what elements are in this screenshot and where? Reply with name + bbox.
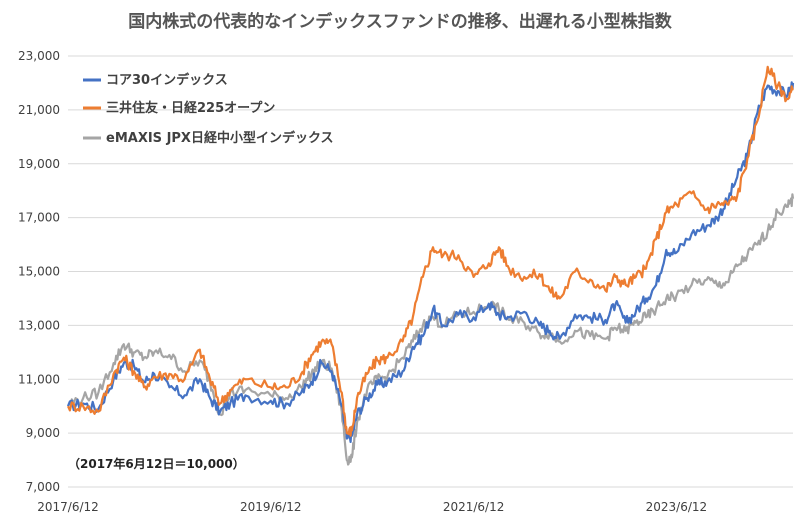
x-tick-label: 2021/6/12: [443, 500, 505, 514]
y-tick-label: 19,000: [18, 157, 60, 171]
base-date-note: （2017年6月12日＝10,000）: [68, 456, 245, 471]
chart-title: 国内株式の代表的なインデックスファンドの推移、出遅れる小型株指数: [128, 11, 672, 32]
y-tick-label: 15,000: [18, 265, 60, 279]
legend-label-nikkei225: 三井住友・日経225オープン: [106, 100, 275, 116]
x-tick-label: 2023/6/12: [646, 500, 708, 514]
series-lines: [66, 65, 795, 466]
legend-label-small-mid: eMAXIS JPX日経中小型インデックス: [106, 130, 334, 146]
series-line-0: [66, 81, 795, 443]
legend-label-core30: コア30インデックス: [106, 72, 228, 88]
x-axis-ticks: 2017/6/12 2019/6/12 2021/6/12 2023/6/12: [37, 500, 707, 514]
y-tick-label: 7,000: [26, 480, 60, 494]
series-line-1: [66, 65, 794, 437]
y-tick-label: 13,000: [18, 318, 60, 332]
y-axis-ticks: 7,000 9,000 11,000 13,000 15,000 17,000 19,000…: [18, 49, 60, 494]
y-tick-label: 21,000: [18, 103, 60, 117]
y-tick-label: 11,000: [18, 372, 60, 386]
x-tick-label: 2017/6/12: [37, 500, 99, 514]
series-line-2: [67, 193, 795, 466]
y-tick-label: 9,000: [26, 426, 60, 440]
y-tick-label: 23,000: [18, 49, 60, 63]
legend: コア30インデックス 三井住友・日経225オープン eMAXIS JPX日経中小…: [83, 72, 334, 146]
y-tick-label: 17,000: [18, 211, 60, 225]
grid-lines: [68, 55, 793, 488]
x-tick-label: 2019/6/12: [240, 500, 302, 514]
